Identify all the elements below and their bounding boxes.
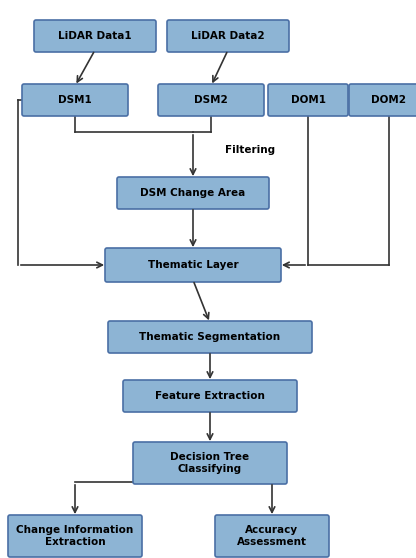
FancyBboxPatch shape — [108, 321, 312, 353]
FancyBboxPatch shape — [117, 177, 269, 209]
Text: DSM Change Area: DSM Change Area — [140, 188, 245, 198]
Text: DOM1: DOM1 — [290, 95, 325, 105]
Text: Thematic Layer: Thematic Layer — [148, 260, 238, 270]
Text: Change Information
Extraction: Change Information Extraction — [16, 525, 134, 547]
FancyBboxPatch shape — [167, 20, 289, 52]
FancyBboxPatch shape — [349, 84, 416, 116]
Text: DSM1: DSM1 — [58, 95, 92, 105]
Text: Decision Tree
Classifying: Decision Tree Classifying — [171, 452, 250, 474]
Text: Accuracy
Assessment: Accuracy Assessment — [237, 525, 307, 547]
Text: DOM2: DOM2 — [371, 95, 406, 105]
Text: Thematic Segmentation: Thematic Segmentation — [139, 332, 280, 342]
FancyBboxPatch shape — [8, 515, 142, 557]
Text: LiDAR Data2: LiDAR Data2 — [191, 31, 265, 41]
FancyBboxPatch shape — [123, 380, 297, 412]
Text: DSM2: DSM2 — [194, 95, 228, 105]
FancyBboxPatch shape — [133, 442, 287, 484]
FancyBboxPatch shape — [22, 84, 128, 116]
FancyBboxPatch shape — [105, 248, 281, 282]
FancyBboxPatch shape — [158, 84, 264, 116]
Text: Feature Extraction: Feature Extraction — [155, 391, 265, 401]
FancyBboxPatch shape — [215, 515, 329, 557]
Text: LiDAR Data1: LiDAR Data1 — [58, 31, 132, 41]
FancyBboxPatch shape — [34, 20, 156, 52]
Text: Filtering: Filtering — [225, 145, 275, 155]
FancyBboxPatch shape — [268, 84, 348, 116]
